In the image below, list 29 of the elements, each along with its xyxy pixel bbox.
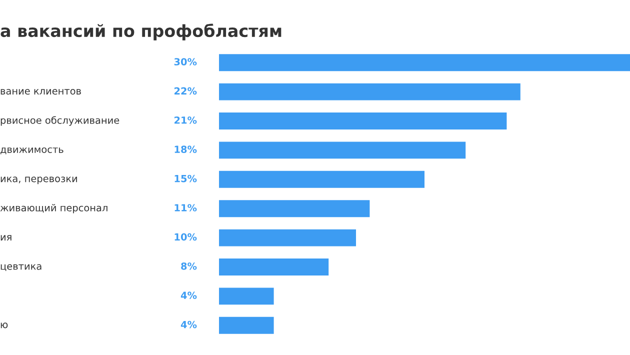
bar	[219, 54, 630, 72]
y-tick-label: ика, перевозки	[0, 176, 77, 184]
y-tick-label: движимость	[0, 147, 64, 154]
data-label: 11%	[174, 204, 197, 212]
bar	[219, 288, 274, 305]
bar	[219, 112, 507, 130]
y-tick-label: вание клиентов	[0, 89, 81, 95]
y-tick-label: рвисное обслуживание	[0, 116, 120, 126]
data-label: 8%	[181, 262, 197, 270]
bar	[219, 258, 329, 276]
bar	[219, 316, 274, 334]
bar	[219, 142, 466, 159]
data-label: 4%	[180, 292, 197, 300]
data-label: 15%	[174, 174, 197, 182]
bar	[219, 229, 356, 246]
data-label: 10%	[174, 233, 197, 241]
y-tick-label: ия	[0, 235, 12, 240]
data-label: 18%	[174, 146, 197, 154]
data-label: 21%	[174, 116, 197, 124]
bar	[219, 83, 520, 100]
y-tick-label: живающий персонал	[0, 204, 108, 214]
bar	[219, 170, 424, 188]
data-label: 4%	[180, 320, 197, 328]
data-label: 30%	[174, 58, 197, 66]
chart-title: а вакансий по профобластям	[0, 24, 282, 40]
data-label: 22%	[174, 87, 197, 95]
bar	[219, 200, 370, 218]
y-tick-label: ю	[0, 322, 8, 328]
y-tick-label: цевтика	[0, 264, 42, 272]
